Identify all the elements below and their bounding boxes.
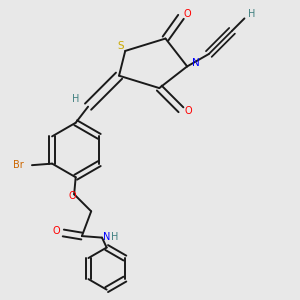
Text: O: O: [185, 106, 193, 116]
Text: H: H: [72, 94, 80, 104]
Text: O: O: [53, 226, 60, 236]
Text: H: H: [248, 9, 256, 19]
Text: Br: Br: [14, 160, 24, 170]
Text: O: O: [183, 9, 191, 19]
Text: S: S: [117, 41, 124, 51]
Text: N: N: [103, 232, 110, 242]
Text: N: N: [192, 58, 200, 68]
Text: O: O: [69, 191, 76, 201]
Text: H: H: [111, 232, 118, 242]
